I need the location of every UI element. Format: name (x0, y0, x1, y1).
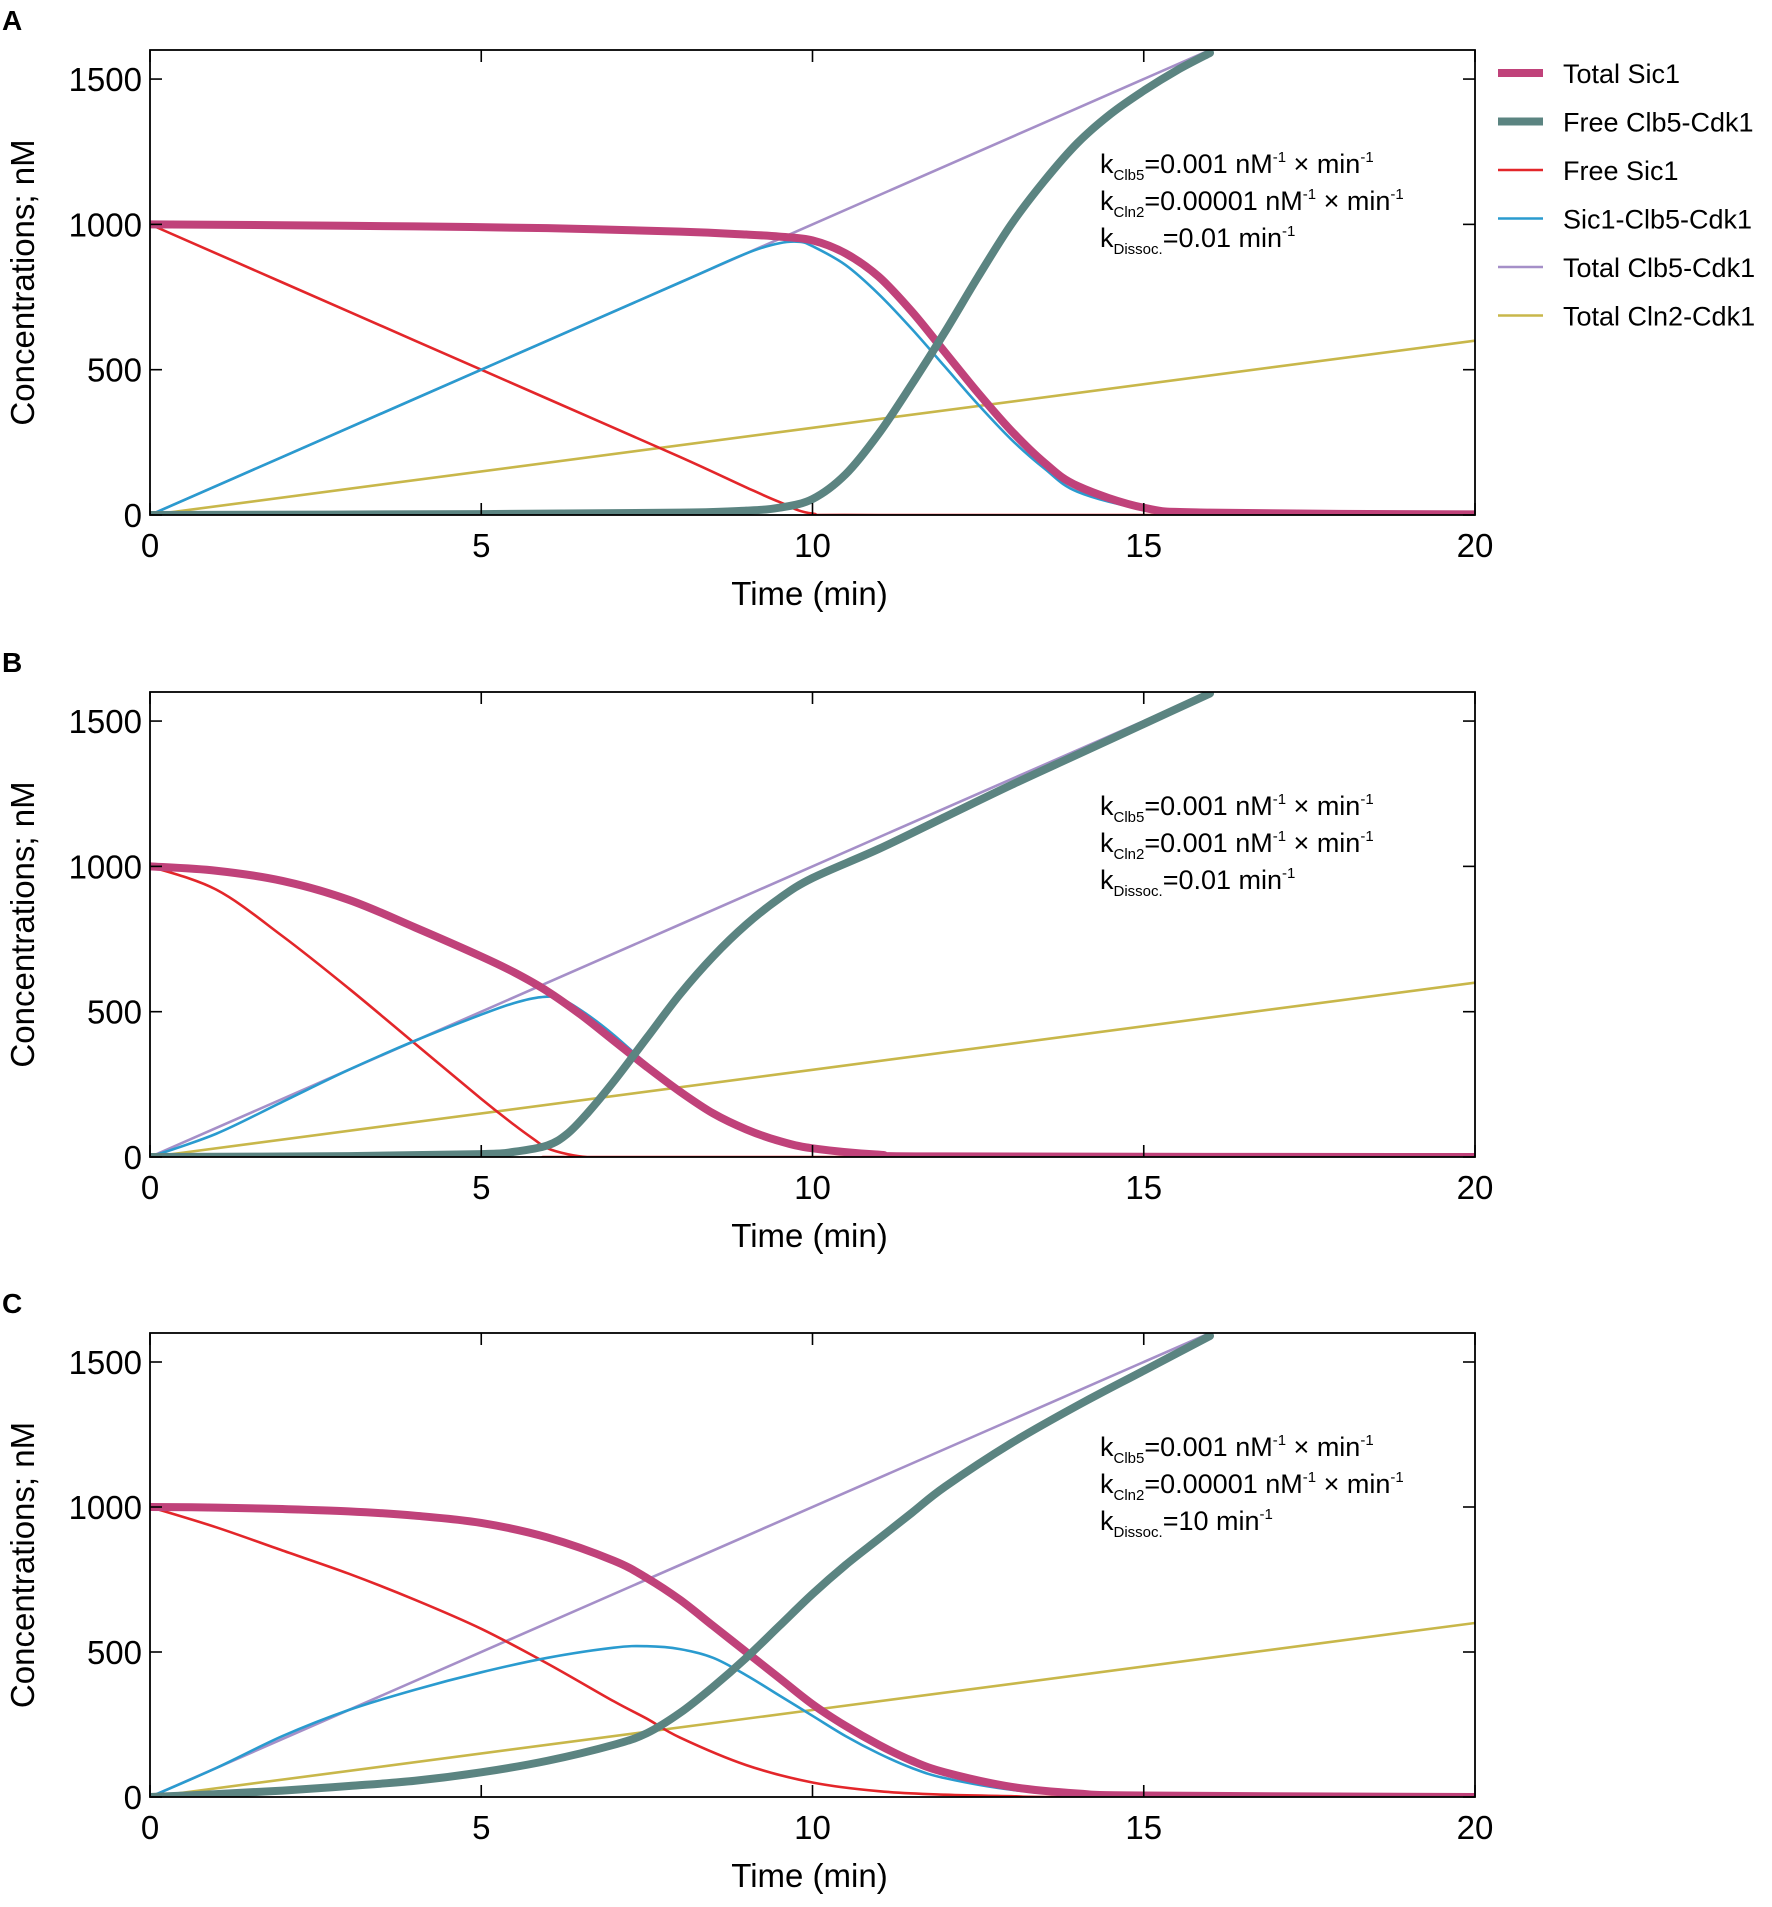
x-tick-label: 0 (141, 527, 159, 564)
series-line-sic1-clb5-cdk1 (150, 1644, 1475, 1797)
series-line-total-sic1 (150, 1503, 1475, 1797)
y-tick-label: 500 (87, 1634, 142, 1671)
rate-constant-clb5: kClb5=0.001 nM-1 × min-1 (1100, 149, 1374, 184)
x-axis-label: Time (min) (731, 575, 887, 612)
x-tick-label: 0 (141, 1809, 159, 1846)
x-tick-label: 5 (472, 527, 490, 564)
legend-label: Total Cln2-Cdk1 (1563, 302, 1755, 332)
legend-label: Total Clb5-Cdk1 (1563, 253, 1755, 283)
y-tick-label: 500 (87, 994, 142, 1031)
panel-label-a: A (2, 5, 22, 36)
y-tick-label: 500 (87, 352, 142, 389)
series-group (150, 692, 1475, 1157)
rate-constant-clb5: kClb5=0.001 nM-1 × min-1 (1100, 1432, 1374, 1467)
plot-frame (149, 49, 1476, 516)
panel-label-c: C (2, 1288, 22, 1319)
legend-item-free-sic1: Free Sic1 (1498, 156, 1679, 186)
series-line-free-clb5-cdk1 (150, 1333, 1214, 1797)
series-group (150, 1333, 1475, 1797)
rate-constant-dissoc: kDissoc.=0.01 min-1 (1100, 865, 1295, 900)
x-tick-label: 20 (1457, 527, 1494, 564)
legend-label: Free Clb5-Cdk1 (1563, 108, 1754, 138)
series-line-sic1-clb5-cdk1 (150, 995, 1475, 1157)
x-tick-label: 5 (472, 1169, 490, 1206)
y-axis-label: Concentrations; nM (4, 1422, 41, 1708)
y-tick-label: 1500 (69, 1344, 142, 1381)
series-line-total-sic1 (150, 220, 1475, 515)
series-line-free-clb5-cdk1 (150, 692, 1214, 1157)
x-tick-label: 15 (1125, 1809, 1162, 1846)
series-line-free-clb5-cdk1 (150, 50, 1214, 515)
y-axis-label: Concentrations; nM (4, 139, 41, 425)
legend-label: Sic1-Clb5-Cdk1 (1563, 205, 1752, 235)
plot-frame (149, 691, 1476, 1158)
y-tick-label: 0 (124, 1139, 142, 1176)
series-line-total-cln2-cdk1 (150, 1621, 1475, 1797)
series-line-total-cln2-cdk1 (150, 339, 1475, 515)
legend-item-free-clb5-cdk1: Free Clb5-Cdk1 (1498, 108, 1754, 138)
rate-constant-cln2: kCln2=0.001 nM-1 × min-1 (1100, 828, 1374, 863)
y-tick-label: 0 (124, 1779, 142, 1816)
legend-item-total-sic1: Total Sic1 (1498, 59, 1680, 89)
legend: Total Sic1 Free Clb5-Cdk1 Free Sic1 Sic1-Cl… (1498, 59, 1755, 332)
series-line-free-sic1 (150, 223, 1475, 515)
plot-frame (149, 1332, 1476, 1798)
y-axis-label: Concentrations; nM (4, 781, 41, 1067)
y-tick-label: 1000 (69, 1489, 142, 1526)
x-tick-label: 15 (1125, 527, 1162, 564)
rate-constant-dissoc: kDissoc.=10 min-1 (1100, 1506, 1273, 1541)
legend-item-total-clb5-cdk1: Total Clb5-Cdk1 (1498, 253, 1755, 283)
legend-item-total-cln2-cdk1: Total Cln2-Cdk1 (1498, 302, 1755, 332)
x-axis-label: Time (min) (731, 1217, 887, 1254)
panel-b: B 0 5 10 15 20 0 500 1000 1500 Time (min) Concentra… (2, 647, 1493, 1254)
series-line-total-clb5-cdk1 (150, 1333, 1212, 1797)
legend-item-sic1-clb5-cdk1: Sic1-Clb5-Cdk1 (1498, 205, 1752, 235)
y-tick-label: 1500 (69, 703, 142, 740)
y-tick-label: 1000 (69, 848, 142, 885)
x-tick-label: 0 (141, 1169, 159, 1206)
series-line-sic1-clb5-cdk1 (150, 240, 1475, 515)
x-tick-label: 10 (794, 1809, 831, 1846)
legend-label: Free Sic1 (1563, 156, 1679, 186)
rate-constant-dissoc: kDissoc.=0.01 min-1 (1100, 223, 1295, 258)
x-tick-label: 5 (472, 1809, 490, 1846)
panel-c: C 0 5 10 15 20 0 500 1000 1500 Time (min) Concentra… (2, 1288, 1493, 1894)
rate-constant-cln2: kCln2=0.00001 nM-1 × min-1 (1100, 186, 1404, 221)
series-line-total-sic1 (150, 862, 1475, 1157)
panel-label-b: B (2, 647, 22, 678)
series-line-free-sic1 (150, 1505, 1475, 1797)
series-group (150, 50, 1475, 515)
x-tick-label: 20 (1457, 1809, 1494, 1846)
legend-label: Total Sic1 (1563, 59, 1680, 89)
rate-constant-clb5: kClb5=0.001 nM-1 × min-1 (1100, 791, 1374, 826)
x-tick-label: 10 (794, 527, 831, 564)
y-tick-label: 1000 (69, 206, 142, 243)
series-line-total-cln2-cdk1 (150, 981, 1475, 1157)
x-axis-label: Time (min) (731, 1857, 887, 1894)
rate-constant-cln2: kCln2=0.00001 nM-1 × min-1 (1100, 1469, 1404, 1504)
x-tick-label: 20 (1457, 1169, 1494, 1206)
series-line-free-sic1 (150, 865, 1475, 1157)
panel-a: A 0 5 10 15 20 0 500 1000 1500 Time (min) Concentra… (2, 5, 1493, 612)
x-tick-label: 10 (794, 1169, 831, 1206)
y-tick-label: 1500 (69, 61, 142, 98)
x-tick-label: 15 (1125, 1169, 1162, 1206)
y-tick-label: 0 (124, 497, 142, 534)
